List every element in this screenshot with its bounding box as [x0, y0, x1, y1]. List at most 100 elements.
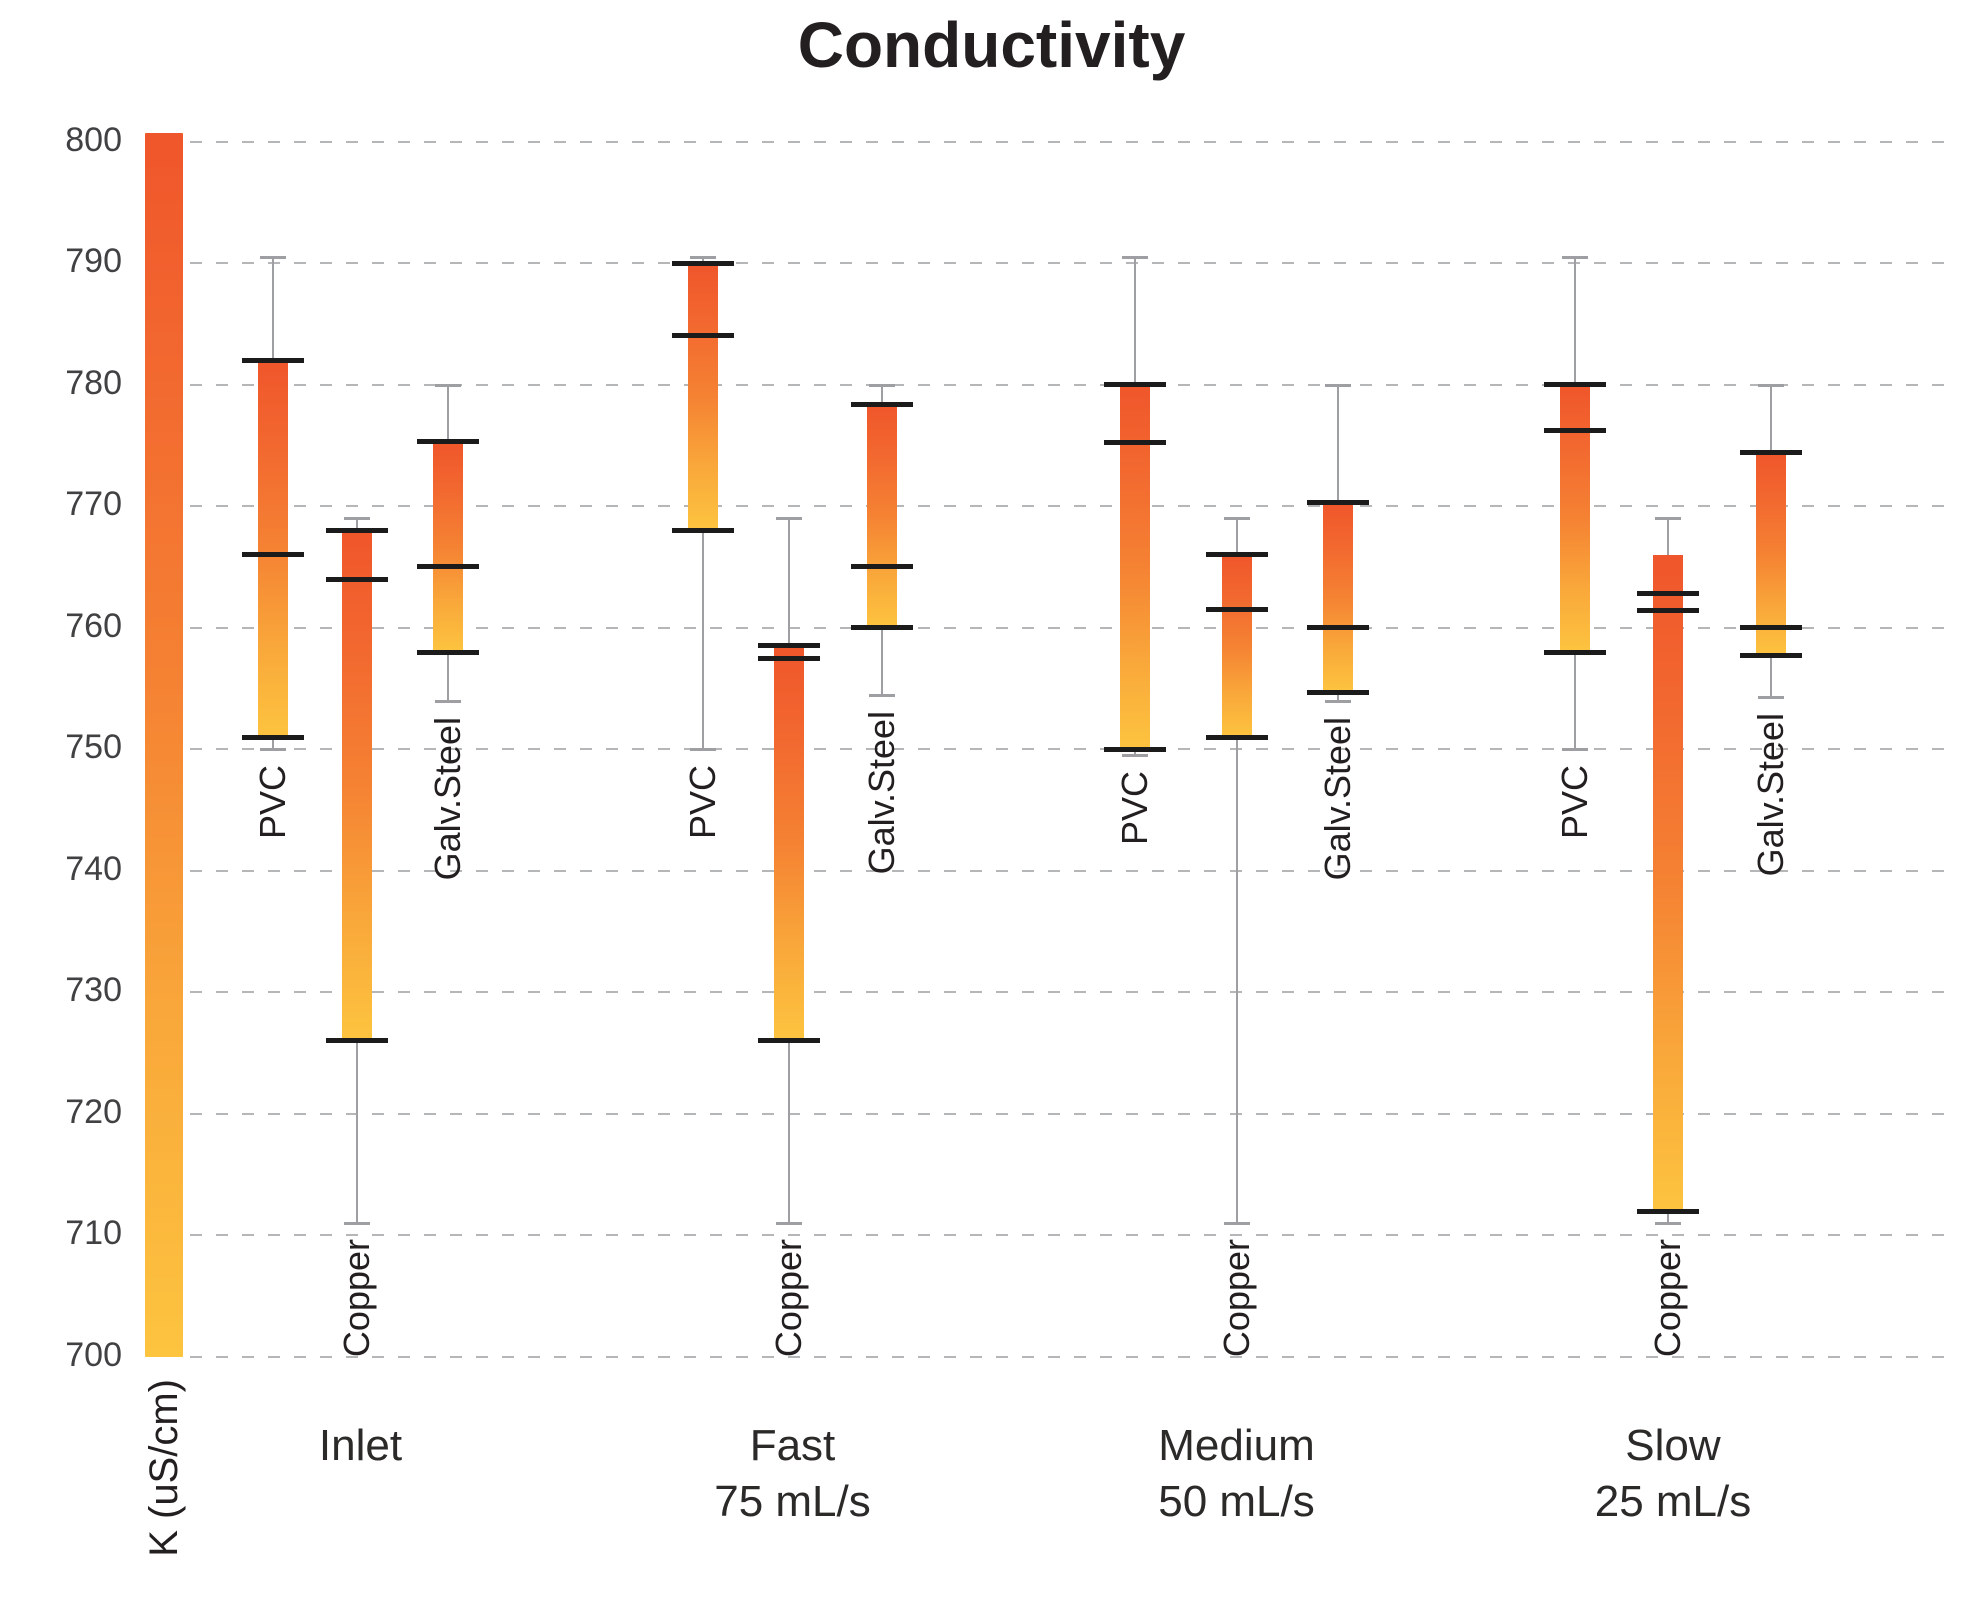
whisker-cap-high-inlet-pvc: [260, 255, 286, 259]
whisker-cap-low-medium-pvc: [1122, 754, 1148, 758]
series-label-fast-copper: Copper: [768, 1239, 809, 1358]
grid-line-770: [190, 505, 1948, 508]
mark-0-fast-galv-steel: [851, 401, 913, 407]
whisker-cap-low-fast-pvc: [690, 748, 716, 752]
whisker-cap-low-inlet-copper: [344, 1222, 370, 1226]
y-tick-label-750: 750: [65, 728, 122, 767]
mark-0-slow-copper: [1637, 591, 1699, 597]
mark-0-inlet-copper: [326, 527, 388, 533]
y-tick-label-700: 700: [65, 1336, 122, 1374]
whisker-cap-low-slow-pvc: [1562, 748, 1588, 752]
group-label-slow: Slow 25 mL/s: [1595, 1418, 1752, 1530]
y-tick-label-730: 730: [65, 971, 122, 1010]
bar-inlet-galv-steel: [433, 441, 463, 652]
whisker-cap-high-fast-pvc: [690, 255, 716, 259]
bar-inlet-copper: [342, 530, 372, 1041]
grid-line-710: [190, 1234, 1948, 1237]
chart-title: Conductivity: [797, 9, 1186, 81]
mark-0-medium-copper: [1206, 552, 1268, 558]
series-label-slow-galv-steel: Galv.Steel: [1750, 712, 1791, 877]
whisker-cap-low-medium-galv-steel: [1325, 699, 1351, 703]
whisker-cap-high-medium-copper: [1224, 517, 1250, 521]
mark-1-fast-copper: [758, 655, 820, 661]
y-axis-title: K (uS/cm): [142, 1379, 186, 1557]
series-label-medium-galv-steel: Galv.Steel: [1317, 716, 1358, 881]
mark-1-medium-galv-steel: [1307, 625, 1369, 631]
mark-1-inlet-copper: [326, 576, 388, 582]
mark-0-slow-galv-steel: [1740, 450, 1802, 456]
y-tick-label-720: 720: [65, 1092, 122, 1131]
mark-1-medium-pvc: [1104, 440, 1166, 446]
mark-1-inlet-galv-steel: [417, 564, 479, 570]
mark-1-fast-pvc: [672, 333, 734, 339]
grid-line-730: [190, 991, 1948, 994]
grid-line-780: [190, 383, 1948, 386]
bar-slow-galv-steel: [1756, 452, 1786, 656]
mark-0-medium-pvc: [1104, 382, 1166, 388]
y-tick-label-780: 780: [65, 363, 122, 402]
grid-line-800: [190, 140, 1948, 143]
bar-fast-galv-steel: [867, 404, 897, 628]
mark-1-slow-galv-steel: [1740, 625, 1802, 631]
group-sublabel-slow: 25 mL/s: [1594, 1477, 1752, 1526]
mark-0-inlet-galv-steel: [417, 439, 479, 445]
bar-fast-pvc: [688, 263, 718, 531]
mark-2-inlet-galv-steel: [417, 649, 479, 655]
group-sublabel-fast: 75 mL/s: [714, 1477, 871, 1526]
whisker-cap-low-inlet-galv-steel: [435, 699, 461, 703]
series-label-medium-copper: Copper: [1216, 1239, 1257, 1358]
y-tick-label-760: 760: [65, 606, 122, 645]
series-label-slow-pvc: PVC: [1554, 765, 1595, 840]
whisker-cap-low-medium-copper: [1224, 1222, 1250, 1226]
series-label-medium-pvc: PVC: [1114, 771, 1155, 846]
whisker-cap-low-fast-copper: [776, 1222, 802, 1226]
bar-medium-copper: [1222, 554, 1252, 738]
bar-medium-pvc: [1120, 384, 1150, 750]
mark-1-slow-pvc: [1544, 428, 1606, 434]
series-label-fast-galv-steel: Galv.Steel: [861, 710, 902, 874]
mark-2-fast-copper: [758, 1038, 820, 1044]
y-tick-label-790: 790: [65, 242, 122, 281]
mark-2-medium-copper: [1206, 734, 1268, 740]
y-tick-label-800: 800: [65, 120, 122, 159]
bar-slow-pvc: [1560, 384, 1590, 652]
whisker-cap-high-medium-galv-steel: [1325, 383, 1351, 387]
grid-line-740: [190, 869, 1948, 872]
mark-0-fast-pvc: [672, 260, 734, 266]
whisker-cap-high-inlet-galv-steel: [435, 383, 461, 387]
mark-2-fast-pvc: [672, 527, 734, 533]
bar-inlet-pvc: [258, 360, 288, 738]
mark-2-inlet-copper: [326, 1038, 388, 1044]
whisker-cap-high-slow-copper: [1655, 517, 1681, 521]
mark-0-inlet-pvc: [242, 357, 304, 363]
whisker-cap-low-slow-galv-steel: [1758, 695, 1784, 699]
series-label-inlet-copper: Copper: [336, 1239, 377, 1358]
mark-0-medium-galv-steel: [1307, 500, 1369, 505]
mark-2-medium-pvc: [1104, 746, 1166, 752]
whisker-cap-low-fast-galv-steel: [869, 693, 895, 697]
whisker-medium-copper: [1236, 518, 1238, 1224]
mark-1-slow-copper: [1637, 608, 1699, 614]
mark-1-inlet-pvc: [242, 552, 304, 558]
whisker-cap-high-medium-pvc: [1122, 255, 1148, 259]
grid-line-790: [190, 262, 1948, 265]
color-scale-bar: [145, 132, 183, 1357]
whisker-cap-high-fast-copper: [776, 517, 802, 521]
bar-fast-copper: [774, 645, 804, 1041]
bar-slow-copper: [1653, 554, 1683, 1212]
group-sublabel-medium: 50 mL/s: [1158, 1477, 1315, 1526]
mark-2-fast-galv-steel: [851, 625, 913, 631]
y-tick-label-710: 710: [65, 1214, 122, 1253]
grid-line-760: [190, 626, 1948, 629]
series-label-fast-pvc: PVC: [682, 765, 723, 840]
mark-0-fast-copper: [758, 643, 820, 649]
series-label-inlet-pvc: PVC: [252, 765, 293, 840]
mark-2-slow-pvc: [1544, 649, 1606, 655]
grid-line-720: [190, 1112, 1948, 1115]
series-label-inlet-galv-steel: Galv.Steel: [427, 716, 468, 881]
whisker-cap-high-slow-pvc: [1562, 255, 1588, 259]
whisker-cap-low-slow-copper: [1655, 1222, 1681, 1226]
mark-2-slow-copper: [1637, 1208, 1699, 1214]
series-label-slow-copper: Copper: [1647, 1239, 1688, 1358]
